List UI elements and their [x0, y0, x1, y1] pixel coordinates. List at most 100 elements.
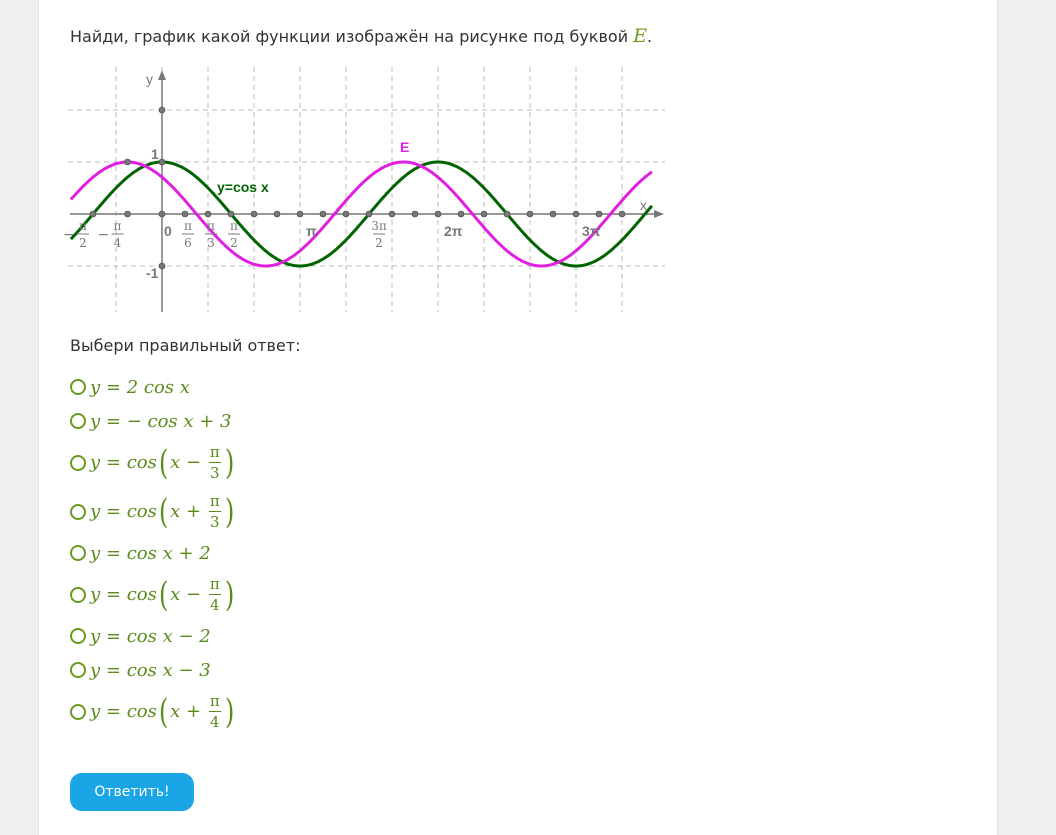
formula-text: y = cos x − 2 [90, 625, 211, 647]
content-panel [38, 0, 998, 835]
axis-point [411, 210, 419, 218]
axis-point [549, 210, 557, 218]
axis-point [124, 210, 131, 218]
axis-point [181, 210, 189, 218]
answer-option[interactable]: y = cos x − 3 [70, 653, 236, 687]
x-tick-label: π2 [228, 219, 240, 250]
axis-point [250, 210, 258, 218]
fraction-denominator: 4 [209, 713, 220, 731]
axis-point [480, 210, 488, 218]
svg-text:6: 6 [184, 236, 192, 250]
formula-inner: x + [170, 501, 207, 522]
answer-option[interactable]: y = 2 cos x [70, 370, 236, 404]
y-tick-label: -1 [146, 265, 159, 281]
svg-text:−: − [98, 227, 110, 243]
formula-text: y = cos x − 3 [90, 659, 211, 681]
answer-option[interactable]: y = cos(x + π 3) [70, 487, 236, 536]
left-paren: ( [158, 491, 169, 532]
option-formula: y = cos x + 2 [90, 543, 211, 564]
option-formula: y = cos x − 2 [90, 626, 211, 647]
option-formula: y = 2 cos x [90, 377, 190, 398]
axis-point [618, 210, 626, 218]
formula-inner: x − [170, 584, 207, 605]
answer-option[interactable]: y = − cos x + 3 [70, 404, 236, 438]
fraction-denominator: 4 [209, 596, 220, 614]
radio-button[interactable] [70, 379, 86, 395]
option-formula: y = cos(x − π 3) [90, 442, 236, 483]
answer-option[interactable]: y = cos(x − π 4) [70, 570, 236, 619]
axis-point [434, 210, 442, 218]
x-axis-arrow [654, 210, 664, 218]
svg-text:2: 2 [79, 236, 87, 250]
point [158, 262, 166, 270]
svg-text:3π: 3π [582, 223, 601, 239]
option-formula: y = cos(x − π 4) [90, 574, 236, 615]
x-tick-label: −π 2 [63, 219, 89, 250]
left-paren: ( [158, 691, 169, 732]
formula-text: y = 2 cos x [90, 376, 190, 398]
formula-text: y = cos [90, 452, 157, 473]
axis-point [342, 210, 350, 218]
radio-button[interactable] [70, 662, 86, 678]
answer-prompt: Выбери правильный ответ: [70, 336, 301, 355]
x-tick-label: 3π2 [371, 219, 387, 250]
axis-point [503, 210, 511, 218]
radio-button[interactable] [70, 545, 86, 561]
x-axis-label: x [640, 197, 647, 213]
svg-text:π: π [184, 219, 192, 233]
series-label-cos: y=cos x [217, 179, 269, 195]
formula-inner: x − [170, 452, 207, 473]
option-formula: y = cos x − 3 [90, 660, 211, 681]
svg-text:π: π [306, 223, 317, 239]
axis-point [158, 210, 166, 218]
fraction-numerator: π [208, 492, 221, 512]
svg-text:2π: 2π [444, 223, 463, 239]
point [158, 158, 166, 166]
x-tick-label: 3π [582, 223, 601, 239]
formula-text: y = cos [90, 501, 157, 522]
fraction-denominator: 3 [209, 464, 220, 482]
fraction-numerator: π [208, 443, 221, 463]
submit-button[interactable]: Ответить! [70, 773, 194, 811]
formula-text: y = − cos x + 3 [90, 410, 232, 432]
svg-text:−: − [63, 227, 75, 243]
svg-text:2: 2 [230, 236, 238, 250]
radio-button[interactable] [70, 503, 86, 520]
svg-text:0: 0 [164, 223, 172, 239]
radio-button[interactable] [70, 703, 86, 720]
formula-text: y = cos x + 2 [90, 542, 211, 564]
answer-option[interactable]: y = cos(x − π 3) [70, 438, 236, 487]
right-paren: ) [224, 491, 234, 532]
svg-text:3π: 3π [371, 219, 387, 233]
x-tick-label: 2π [444, 223, 463, 239]
axis-point [89, 210, 97, 218]
axis-point [365, 210, 373, 218]
left-paren: ( [158, 442, 169, 483]
axis-point [457, 210, 465, 218]
svg-text:4: 4 [114, 236, 122, 250]
svg-text:2: 2 [375, 236, 383, 250]
axis-point [526, 210, 534, 218]
radio-button[interactable] [70, 628, 86, 644]
option-formula: y = cos(x + π 4) [90, 691, 236, 732]
answer-option[interactable]: y = cos x − 2 [70, 619, 236, 653]
axis-point [227, 210, 235, 218]
fraction-denominator: 3 [209, 513, 220, 531]
answer-option[interactable]: y = cos(x + π 4) [70, 687, 236, 736]
answer-option[interactable]: y = cos x + 2 [70, 536, 236, 570]
x-tick-label: 0 [164, 223, 172, 239]
radio-button[interactable] [70, 454, 86, 471]
radio-button[interactable] [70, 586, 86, 603]
svg-text:π: π [230, 219, 238, 233]
y-axis-arrow [158, 70, 166, 80]
question-letter: E [633, 25, 648, 47]
fraction-numerator: π [208, 575, 221, 595]
radio-button[interactable] [70, 413, 86, 429]
question-end: . [647, 27, 653, 46]
y-axis-label: y [146, 71, 153, 87]
series-curve [69, 160, 653, 268]
